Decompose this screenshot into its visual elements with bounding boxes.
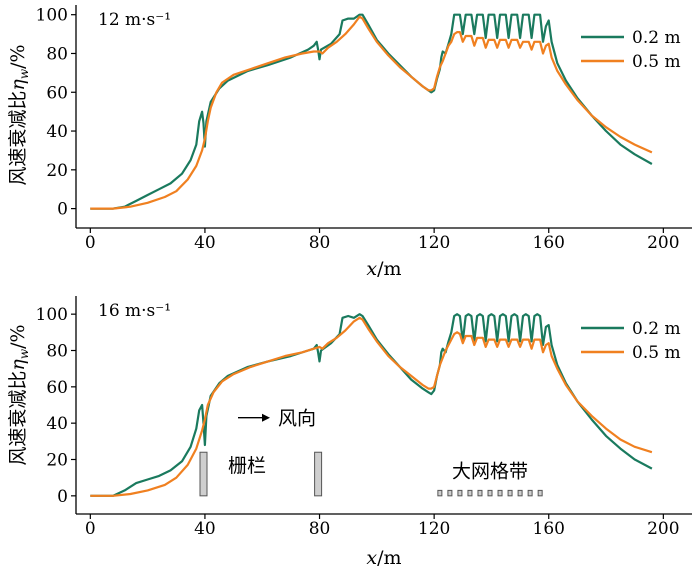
y-tick-label: 60	[46, 83, 68, 103]
y-tick-label: 40	[46, 414, 68, 434]
series-line-2	[90, 316, 653, 497]
legend-label-1: 0.2 m	[632, 28, 681, 48]
chart-panel-1: 0 40 80 120 160 200 0 20 40 60 80 100 x/m 风速衰减比ηw/% 12…	[7, 5, 692, 280]
grid-bar	[507, 489, 513, 497]
y-axis-label: 风速衰减比ηw/%	[7, 324, 31, 465]
x-tick-label: 40	[194, 519, 216, 539]
grid-bar	[517, 489, 523, 497]
x-tick-label: 200	[647, 233, 679, 253]
y-tick-label: 20	[46, 451, 68, 471]
grid-bar	[487, 489, 493, 497]
fence-bar	[314, 451, 323, 497]
wind-direction-label: 风向	[278, 408, 316, 430]
y-tick-label: 80	[46, 44, 68, 64]
y-tick-label: 0	[57, 200, 68, 220]
grid-bar	[457, 489, 463, 497]
x-tick-label: 160	[533, 519, 565, 539]
x-tick-label: 0	[85, 519, 96, 539]
y-tick-label: 0	[57, 487, 68, 507]
fence-label: 栅栏	[228, 455, 266, 477]
grid-label: 大网格带	[452, 461, 528, 483]
y-tick-label: 40	[46, 122, 68, 142]
grid-bar	[497, 489, 503, 497]
grid-bar	[437, 489, 443, 497]
wind-arrow-head	[262, 413, 270, 422]
grid-bar	[527, 489, 533, 497]
y-axis-label: 风速衰减比ηw/%	[7, 44, 31, 185]
y-tick-label: 100	[36, 6, 68, 26]
x-tick-label: 200	[647, 519, 679, 539]
grid-bar	[447, 489, 453, 497]
y-tick-label: 100	[36, 305, 68, 325]
series-line-2	[90, 15, 653, 210]
fence-bar	[199, 451, 208, 497]
panel-title: 16 m·s⁻¹	[98, 301, 171, 321]
chart-panel-2: 0 40 80 120 160 200 0 20 40 60 80 100 x/m 风速衰减比ηw/% 16…	[7, 296, 692, 569]
y-tick-label: 60	[46, 378, 68, 398]
grid-bar	[537, 489, 543, 497]
y-tick-label: 80	[46, 342, 68, 362]
x-tick-label: 120	[418, 519, 450, 539]
x-tick-label: 80	[309, 519, 331, 539]
x-tick-label: 80	[309, 233, 331, 253]
legend-label-2: 0.5 m	[632, 343, 681, 363]
grid-bar	[467, 489, 473, 497]
x-tick-label: 0	[85, 233, 96, 253]
x-tick-label: 40	[194, 233, 216, 253]
x-axis-label: x/m	[366, 258, 401, 280]
grid-bar	[477, 489, 483, 497]
x-tick-label: 120	[418, 233, 450, 253]
x-tick-label: 160	[533, 233, 565, 253]
series-line-1	[90, 313, 653, 497]
series-line-1	[90, 13, 653, 210]
x-axis-label: x/m	[366, 547, 401, 569]
legend-label-2: 0.5 m	[632, 52, 681, 72]
y-tick-label: 20	[46, 161, 68, 181]
panel-title: 12 m·s⁻¹	[98, 10, 171, 30]
legend-label-1: 0.2 m	[632, 319, 681, 339]
